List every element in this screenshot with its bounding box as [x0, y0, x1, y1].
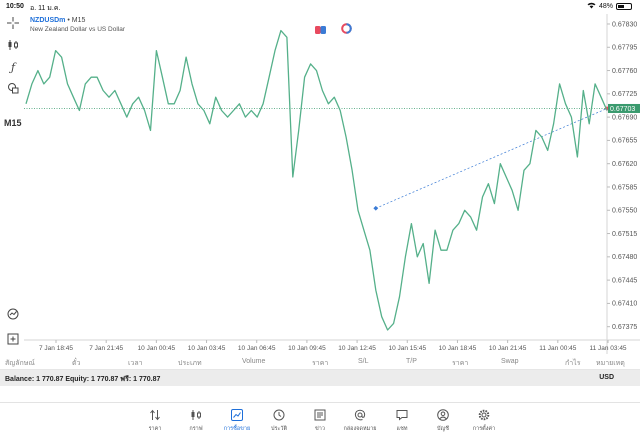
- time-tick-label: 7 Jan 18:45: [39, 345, 73, 352]
- nav-item-label: ประวัติ: [270, 426, 288, 432]
- status-bar: 10:50 อ. 11 ม.ค. 48%: [0, 0, 640, 14]
- current-price-label: 0.67703: [610, 106, 635, 113]
- add-icon[interactable]: [5, 331, 21, 347]
- orders-column-header[interactable]: T/P: [406, 358, 417, 365]
- trendline-start-handle: [373, 205, 379, 211]
- nav-item-label: แชท: [396, 426, 408, 432]
- bottom-navigation: ราคา กราฟ การซื้อขาย ประวัติ ข่าว กล่องจดหมาย…: [0, 402, 640, 447]
- time-tick-label: 10 Jan 21:45: [489, 345, 527, 352]
- symbol-timeframe-separator: •: [67, 17, 72, 24]
- time-tick-label: 10 Jan 06:45: [238, 345, 276, 352]
- orders-column-header[interactable]: หมายเหตุ: [596, 360, 625, 367]
- time-tick-label: 10 Jan 00:45: [138, 345, 176, 352]
- trade-icon: [217, 409, 257, 423]
- chart-toolbar: ƒ M15: [0, 14, 24, 345]
- nav-item-label: ราคา: [148, 426, 162, 432]
- orders-column-header[interactable]: ตั๋ว: [72, 360, 81, 367]
- orders-column-header[interactable]: ประเภท: [178, 360, 202, 367]
- crosshair-icon[interactable]: [5, 15, 21, 31]
- time-tick-label: 11 Jan 00:45: [539, 345, 576, 352]
- price-tick-label: 0.67410: [612, 301, 637, 308]
- orders-column-header[interactable]: กำไร: [565, 360, 581, 367]
- price-tick-label: 0.67690: [612, 114, 637, 121]
- arrows-icon: [135, 409, 175, 423]
- nav-item-label: กราฟ: [189, 426, 203, 432]
- indicator-icon[interactable]: [5, 306, 21, 322]
- price-chart[interactable]: 0.67830 0.67795 0.67760 0.67725 0.67690 0.676…: [24, 14, 640, 354]
- time-tick-label: 11 Jan 03:45: [589, 345, 626, 352]
- balance-bar: Balance: 1 770.87 Equity: 1 770.87 ฟรี: …: [0, 370, 640, 386]
- user-icon: [423, 409, 463, 423]
- candles-icon[interactable]: [5, 37, 21, 53]
- price-tick-label: 0.67445: [612, 277, 637, 284]
- symbol-description: New Zealand Dollar vs US Dollar: [30, 26, 126, 33]
- symbol-name: NZDUSDm: [30, 17, 66, 24]
- price-tick-label: 0.67515: [612, 231, 637, 238]
- news-icon: [300, 409, 340, 423]
- candles-icon: [176, 409, 216, 423]
- balance-currency: USD: [599, 374, 614, 381]
- orders-column-header[interactable]: ราคา: [312, 360, 329, 367]
- status-time: 10:50: [6, 3, 24, 10]
- timeframe-label[interactable]: M15: [4, 118, 22, 128]
- price-tick-label: 0.67760: [612, 68, 637, 75]
- orders-column-header[interactable]: เวลา: [128, 360, 143, 367]
- gear-icon: [464, 409, 504, 423]
- price-series-line: [25, 29, 608, 331]
- orders-column-header[interactable]: Swap: [501, 358, 519, 365]
- objects-icon[interactable]: [5, 80, 21, 96]
- orders-column-header[interactable]: สัญลักษณ์: [5, 360, 35, 367]
- status-right: 48%: [587, 2, 632, 11]
- time-tick-label: 10 Jan 15:45: [388, 345, 426, 352]
- time-tick-label: 10 Jan 12:45: [338, 345, 376, 352]
- mail-icon: [340, 409, 380, 423]
- current-price-tag: [608, 103, 640, 113]
- chart-canvas[interactable]: 0.67830 0.67795 0.67760 0.67725 0.67690 0.676…: [24, 14, 640, 354]
- time-tick-label: 7 Jan 21:45: [89, 345, 123, 352]
- nav-item-history[interactable]: ประวัติ: [259, 409, 299, 433]
- price-tick-label: 0.67375: [612, 324, 637, 331]
- nav-item-gear[interactable]: การตั้งค่า: [464, 409, 504, 433]
- symbol-timeframe: M15: [71, 17, 86, 24]
- nav-item-arrows[interactable]: ราคา: [135, 409, 175, 433]
- orders-column-header[interactable]: ราคา: [452, 360, 469, 367]
- nav-item-label: บัญชี: [437, 426, 449, 432]
- symbol-title: NZDUSDm • M15: [30, 17, 85, 24]
- price-tick-label: 0.67795: [612, 45, 637, 52]
- nav-item-chat[interactable]: แชท: [382, 409, 422, 433]
- status-date: อ. 11 ม.ค.: [30, 5, 61, 12]
- battery-percent: 48%: [598, 3, 613, 10]
- nav-item-candles[interactable]: กราฟ: [176, 409, 216, 433]
- price-tick-label: 0.67655: [612, 138, 637, 145]
- quick-trade-icon[interactable]: [341, 21, 352, 34]
- wifi-icon: [587, 2, 596, 11]
- time-tick-label: 10 Jan 03:45: [188, 345, 226, 352]
- trendline: [375, 108, 608, 209]
- chat-icon: [382, 409, 422, 423]
- nav-item-mail[interactable]: กล่องจดหมาย: [340, 409, 380, 433]
- one-click-trading-icon[interactable]: [315, 21, 326, 34]
- nav-item-label: การตั้งค่า: [472, 426, 496, 432]
- price-tick-label: 0.67585: [612, 184, 637, 191]
- orders-column-header[interactable]: S/L: [358, 358, 369, 365]
- price-tick-label: 0.67830: [612, 21, 637, 28]
- price-tick-label: 0.67550: [612, 208, 637, 215]
- battery-icon: [616, 3, 632, 10]
- function-icon[interactable]: ƒ: [10, 60, 16, 74]
- orders-column-header[interactable]: Volume: [242, 358, 266, 365]
- nav-item-user[interactable]: บัญชี: [423, 409, 463, 433]
- nav-item-trade[interactable]: การซื้อขาย: [217, 409, 257, 433]
- time-tick-label: 10 Jan 18:45: [439, 345, 477, 352]
- nav-item-label: ข่าว: [315, 426, 325, 432]
- nav-item-label: กล่องจดหมาย: [343, 426, 377, 432]
- price-tick-label: 0.67480: [612, 254, 637, 261]
- balance-summary: Balance: 1 770.87 Equity: 1 770.87 ฟรี: …: [5, 376, 161, 383]
- nav-item-news[interactable]: ข่าว: [300, 409, 340, 433]
- time-tick-label: 10 Jan 09:45: [288, 345, 326, 352]
- orders-table-header: สัญลักษณ์ ตั๋ว เวลา ประเภท Volume ราคา S/L T/P ร…: [0, 355, 640, 370]
- nav-item-label: การซื้อขาย: [223, 426, 251, 432]
- history-icon: [259, 409, 299, 423]
- price-tick-label: 0.67620: [612, 161, 637, 168]
- price-tick-label: 0.67725: [612, 91, 637, 98]
